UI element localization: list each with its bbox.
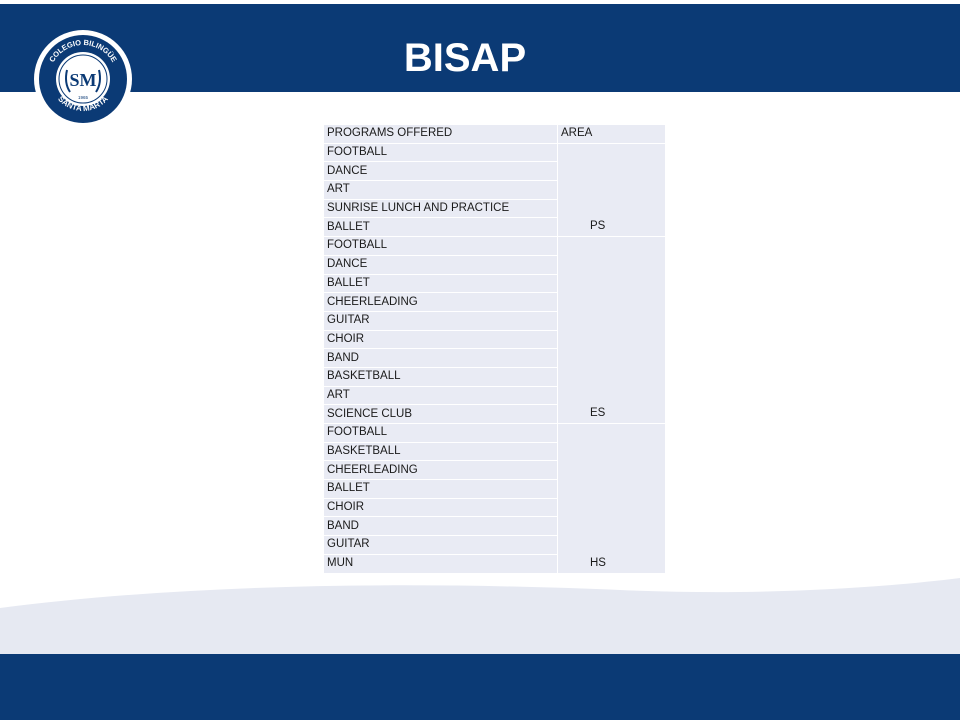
program-cell: BALLET bbox=[323, 217, 558, 238]
header-band bbox=[0, 4, 960, 92]
table-row: SUNRISE LUNCH AND PRACTICE bbox=[323, 198, 666, 219]
program-cell: BASKETBALL bbox=[323, 366, 558, 387]
program-cell: MUN bbox=[323, 553, 558, 574]
page-title: BISAP bbox=[403, 36, 527, 80]
program-cell: FOOTBALL bbox=[323, 236, 558, 256]
logo-year: 1965 bbox=[78, 95, 89, 100]
school-logo: COLEGIO BILINGÜE SANTA MARTA SM 1965 bbox=[34, 30, 132, 128]
table-row: FOOTBALL ES bbox=[323, 236, 666, 424]
program-cell: DANCE bbox=[323, 161, 558, 182]
area-cell: HS bbox=[557, 423, 666, 574]
column-header-area: AREA bbox=[557, 124, 666, 144]
table-row: BALLET bbox=[323, 273, 666, 294]
program-cell: SUNRISE LUNCH AND PRACTICE bbox=[323, 198, 558, 219]
table-row: MUN bbox=[323, 553, 666, 574]
program-cell: ART bbox=[323, 385, 558, 406]
program-cell: ART bbox=[323, 180, 558, 200]
program-cell: BALLET bbox=[323, 273, 558, 294]
area-cell: PS bbox=[557, 142, 666, 238]
program-cell: GUITAR bbox=[323, 310, 558, 331]
program-cell: SCIENCE CLUB bbox=[323, 404, 558, 424]
table-row: BASKETBALL bbox=[323, 366, 666, 387]
table-row: GUITAR bbox=[323, 310, 666, 331]
table-row: FOOTBALL PS bbox=[323, 142, 666, 238]
program-cell: BAND bbox=[323, 516, 558, 537]
table-row: DANCE bbox=[323, 254, 666, 275]
program-cell: CHOIR bbox=[323, 329, 558, 350]
footer-band bbox=[0, 654, 960, 720]
table-row: CHOIR bbox=[323, 329, 666, 350]
program-cell: CHOIR bbox=[323, 497, 558, 518]
area-cell: ES bbox=[557, 236, 666, 424]
program-cell: DANCE bbox=[323, 254, 558, 275]
table-row: GUITAR bbox=[323, 535, 666, 555]
program-cell: CHEERLEADING bbox=[323, 460, 558, 481]
program-cell: BAND bbox=[323, 348, 558, 368]
table-row: BAND bbox=[323, 516, 666, 537]
program-cell: GUITAR bbox=[323, 535, 558, 555]
table-row: ART bbox=[323, 180, 666, 200]
table-header-row: PROGRAMS OFFERED AREA bbox=[323, 124, 666, 144]
program-cell: BALLET bbox=[323, 479, 558, 499]
column-header-programs: PROGRAMS OFFERED bbox=[323, 124, 558, 144]
program-cell: CHEERLEADING bbox=[323, 292, 558, 312]
programs-table-body: PROGRAMS OFFERED AREA FOOTBALL PS DANCE ART… bbox=[323, 124, 666, 574]
program-cell: BASKETBALL bbox=[323, 441, 558, 462]
logo-monogram: SM bbox=[70, 70, 97, 90]
program-cell: FOOTBALL bbox=[323, 423, 558, 443]
table-row: BALLET bbox=[323, 479, 666, 499]
table-row: FOOTBALL HS bbox=[323, 423, 666, 574]
programs-table: PROGRAMS OFFERED AREA FOOTBALL PS DANCE ART… bbox=[323, 124, 666, 574]
table-row: DANCE bbox=[323, 161, 666, 182]
program-cell: FOOTBALL bbox=[323, 142, 558, 163]
